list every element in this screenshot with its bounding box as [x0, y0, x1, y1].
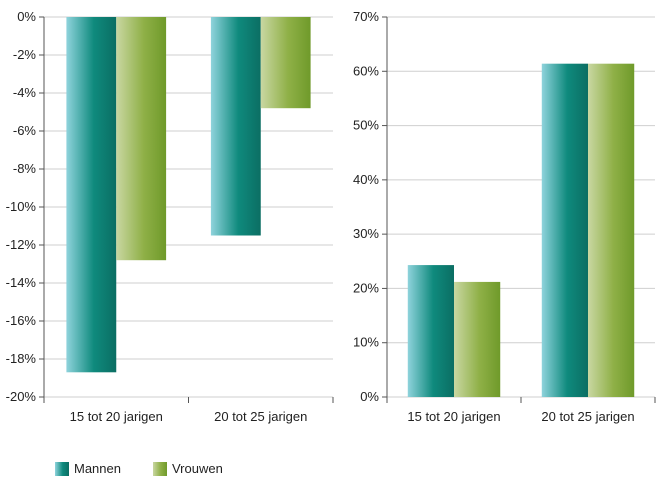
legend-label-vrouwen: Vrouwen [171, 461, 223, 476]
y-tick-label: -8% [13, 161, 37, 176]
x-category-label: 15 tot 20 jarigen [70, 409, 163, 424]
bar-vrouwen [454, 281, 501, 397]
bar-mannen [210, 17, 261, 236]
y-tick-label: -6% [13, 123, 37, 138]
bar-mannen [541, 63, 588, 397]
bar-mannen [407, 265, 454, 397]
legend-swatch-vrouwen [152, 461, 167, 476]
bar-mannen [66, 17, 117, 373]
y-tick-label: 20% [353, 280, 379, 295]
y-tick-label: 40% [353, 172, 379, 187]
legend-swatch-mannen [55, 461, 69, 476]
legend-item-mannen: Mannen [55, 461, 121, 476]
y-tick-label: -12% [6, 237, 37, 252]
y-tick-label: -14% [6, 275, 37, 290]
y-tick-label: -10% [6, 199, 37, 214]
y-tick-label: 0% [360, 389, 379, 404]
legend-label-mannen: Mannen [74, 461, 121, 476]
legend-item-vrouwen: Vrouwen [152, 461, 223, 476]
x-category-label: 20 tot 25 jarigen [214, 409, 307, 424]
y-tick-label: -16% [6, 313, 37, 328]
x-category-label: 15 tot 20 jarigen [407, 409, 500, 424]
bar-vrouwen [116, 17, 167, 261]
y-tick-label: 60% [353, 63, 379, 78]
bar-vrouwen [260, 17, 311, 109]
y-tick-label: -20% [6, 389, 37, 404]
y-tick-label: 0% [17, 9, 36, 24]
y-tick-label: -18% [6, 351, 37, 366]
x-category-label: 20 tot 25 jarigen [541, 409, 634, 424]
y-tick-label: -4% [13, 85, 37, 100]
y-tick-label: 70% [353, 9, 379, 24]
chart-right-panel: 0% 10% 20% 30% 40% 50% 60% 70% 15 tot 20 jarigen… [353, 9, 656, 424]
y-tick-label: 30% [353, 226, 379, 241]
chart-left-panel: 0% -2% -4% -6% -8% -10% -12% -14% -16% -18% -20% 15… [6, 9, 334, 424]
bar-vrouwen [588, 63, 635, 397]
legend: Mannen Vrouwen [55, 461, 255, 476]
y-tick-label: 50% [353, 118, 379, 133]
y-tick-label: -2% [13, 47, 37, 62]
y-tick-label: 10% [353, 335, 379, 350]
